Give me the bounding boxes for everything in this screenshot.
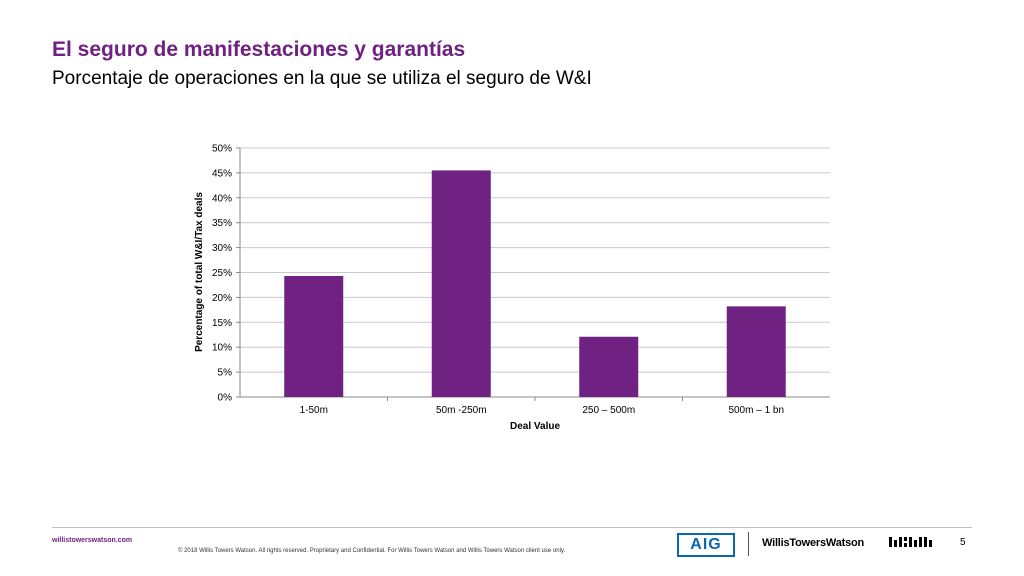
- page-subtitle: Porcentaje de operaciones en la que se u…: [52, 68, 592, 89]
- y-tick-label: 25%: [212, 268, 232, 279]
- y-tick-label: 10%: [212, 343, 232, 354]
- x-tick-labels: 1-50m 50m -250m 250 – 500m 500m – 1 bn: [300, 405, 784, 416]
- page-title: El seguro de manifestaciones y garantías: [52, 38, 466, 61]
- y-tick-label: 40%: [212, 193, 232, 204]
- copyright-text: © 2018 Willis Towers Watson. All rights …: [178, 548, 566, 554]
- y-tick-label: 20%: [212, 293, 232, 304]
- y-tick-label: 5%: [218, 368, 233, 379]
- y-tick-label: 45%: [212, 168, 232, 179]
- x-tick-label: 1-50m: [300, 405, 328, 416]
- bar: [726, 306, 786, 397]
- wtw-mark-icon: [889, 537, 932, 547]
- y-tick-label: 0%: [218, 393, 233, 404]
- bar: [579, 336, 639, 397]
- page-number: 5: [960, 537, 966, 548]
- y-tick-label: 15%: [212, 318, 232, 329]
- footer-url-link[interactable]: willistowerswatson.com: [52, 537, 133, 544]
- bar: [431, 170, 491, 397]
- y-tick-label: 50%: [212, 144, 232, 155]
- logo-separator: [748, 532, 749, 556]
- y-tick-label: 30%: [212, 243, 232, 254]
- y-tick-label: 35%: [212, 218, 232, 229]
- x-tick-label: 50m -250m: [436, 405, 487, 416]
- footer-divider: [52, 527, 972, 528]
- bar: [284, 275, 344, 397]
- bars: [284, 170, 786, 397]
- aig-logo: AIG: [677, 533, 735, 557]
- x-tick-label: 250 – 500m: [582, 405, 635, 416]
- x-axis-title: Deal Value: [510, 421, 560, 432]
- x-tick-label: 500m – 1 bn: [728, 405, 784, 416]
- y-axis-title: Percentage of total W&I/Tax deals: [194, 192, 205, 352]
- willis-towers-watson-logo: WillisTowersWatson: [762, 537, 865, 549]
- y-tick-labels: 0% 5% 10% 15% 20% 25% 30% 35% 40% 45% 50%: [212, 144, 232, 404]
